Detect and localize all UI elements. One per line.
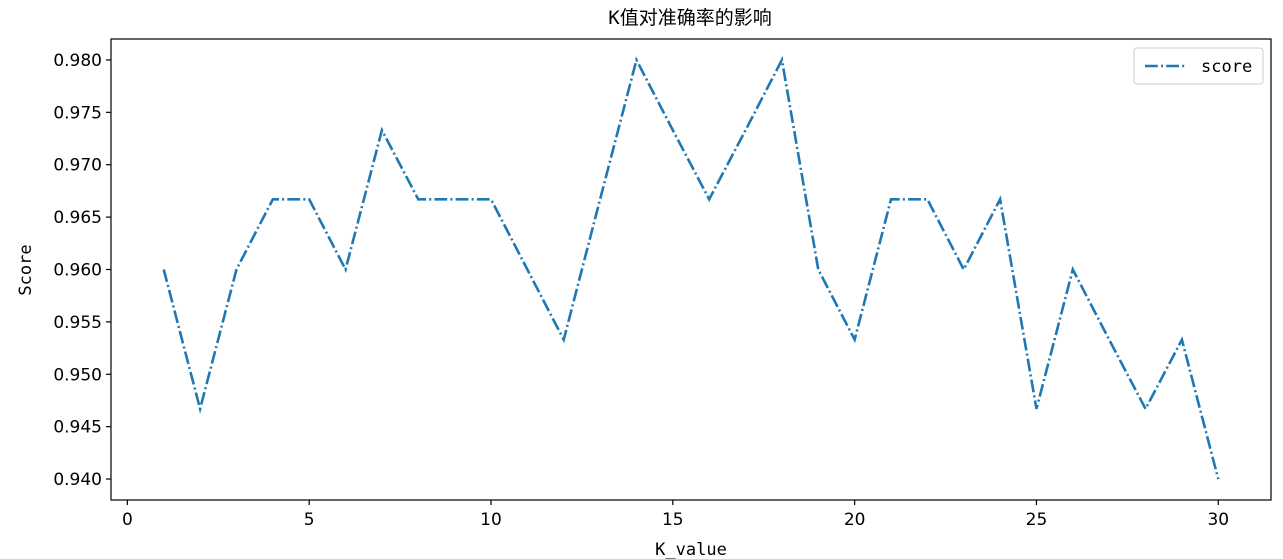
x-tick-label: 25	[1026, 510, 1048, 530]
x-tick-label: 15	[662, 510, 684, 530]
legend-label: score	[1201, 57, 1252, 77]
x-tick-label: 5	[304, 510, 315, 530]
y-axis: 0.940 0.945 0.950 0.955 0.960 0.965 0.970 0.975…	[53, 51, 111, 490]
y-tick-label: 0.950	[53, 365, 102, 385]
x-tick-label: 10	[480, 510, 502, 530]
y-tick-label: 0.955	[53, 313, 102, 333]
x-tick-label: 30	[1207, 510, 1229, 530]
series-layer	[162, 55, 1220, 480]
y-axis-label: Score	[16, 244, 36, 295]
x-axis: 0 5 10 15 20 25 30	[122, 500, 1229, 530]
x-axis-label: K_value	[655, 540, 727, 559]
y-tick-label: 0.980	[53, 51, 102, 71]
x-tick-label: 20	[844, 510, 866, 530]
plot-frame	[110, 38, 1272, 501]
y-tick-label: 0.960	[53, 261, 102, 281]
y-tick-label: 0.940	[53, 470, 102, 490]
y-tick-label: 0.970	[53, 156, 102, 176]
series-line-score	[162, 55, 1220, 480]
legend: score	[1133, 47, 1264, 85]
plot-area	[110, 38, 1272, 501]
chart-title: K值对准确率的影响	[608, 7, 771, 29]
y-tick-label: 0.965	[53, 208, 102, 228]
y-tick-label: 0.945	[53, 418, 102, 438]
x-tick-label: 0	[122, 510, 133, 530]
y-tick-label: 0.975	[53, 103, 102, 123]
legend-box	[1133, 47, 1264, 85]
